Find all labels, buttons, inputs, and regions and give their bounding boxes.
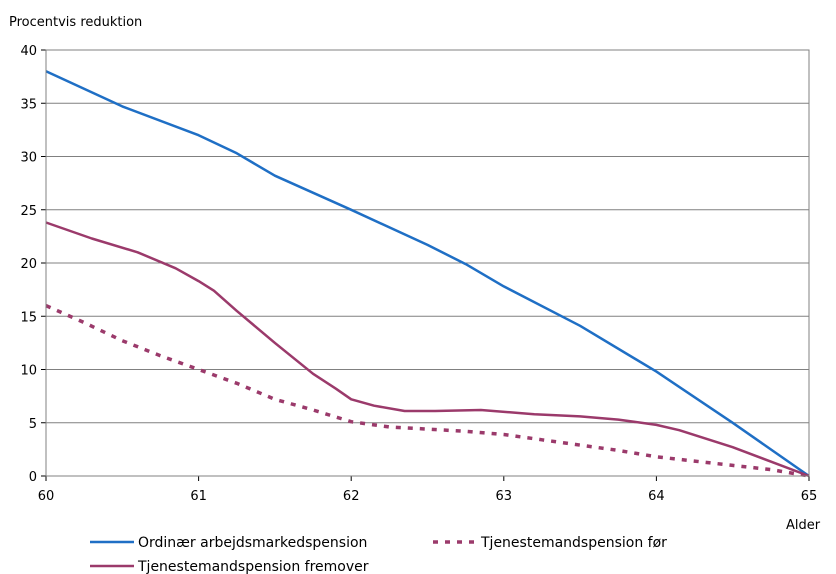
x-tick-label: 65	[801, 489, 818, 504]
series-line-2	[45, 221, 810, 478]
y-axis-ticks: 0 5 10 15 20 25 30 35 40	[20, 44, 46, 485]
y-tick-label: 10	[20, 364, 37, 379]
legend-label-2: Tjenestemandspension fremover	[137, 559, 369, 574]
legend-label-1: Tjenestemandspension før	[480, 535, 667, 551]
x-tick-label: 61	[190, 489, 207, 504]
series-lines	[45, 70, 810, 478]
y-tick-label: 15	[20, 310, 37, 325]
y-tick-label: 0	[29, 470, 37, 485]
series-line-0	[45, 70, 810, 478]
y-tick-label: 5	[29, 417, 37, 432]
x-tick-label: 63	[496, 489, 513, 504]
y-tick-label: 30	[20, 151, 37, 166]
y-tick-label: 35	[20, 97, 37, 112]
legend: Ordinær arbejdsmarkedspension Tjenesteman…	[90, 535, 667, 574]
series-line-1	[45, 304, 810, 478]
y-tick-label: 25	[20, 204, 37, 219]
y-tick-label: 40	[20, 44, 37, 59]
x-tick-label: 64	[648, 489, 665, 504]
x-axis-title: Alder	[786, 518, 821, 533]
plot-area-border	[45, 49, 810, 477]
y-axis-title: Procentvis reduktion	[9, 15, 142, 30]
x-tick-label: 62	[343, 489, 360, 504]
x-tick-label: 60	[38, 489, 55, 504]
y-tick-label: 20	[20, 257, 37, 272]
legend-label-0: Ordinær arbejdsmarkedspension	[138, 535, 367, 551]
gridlines	[46, 49, 809, 424]
